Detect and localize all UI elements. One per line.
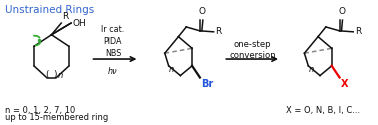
Text: up to 15-membered ring: up to 15-membered ring (5, 114, 108, 122)
Text: OH: OH (73, 18, 87, 28)
Text: R: R (215, 27, 222, 36)
Text: n = 0, 1, 2, 7, 10: n = 0, 1, 2, 7, 10 (5, 106, 75, 115)
Text: n: n (308, 65, 314, 74)
Text: (: ( (45, 70, 48, 79)
Text: R: R (62, 12, 68, 21)
Text: R: R (355, 27, 361, 36)
Text: X: X (341, 80, 348, 90)
Text: X = O, N, B, I, C...: X = O, N, B, I, C... (286, 106, 360, 115)
Text: n: n (169, 65, 174, 74)
Text: Ir cat.
PIDA
NBS: Ir cat. PIDA NBS (101, 25, 125, 58)
Text: n: n (57, 71, 63, 80)
Text: Br: Br (201, 80, 213, 90)
Text: O: O (338, 7, 345, 16)
Text: ): ) (53, 70, 57, 79)
Text: O: O (198, 7, 205, 16)
Text: Unstrained Rings: Unstrained Rings (5, 5, 94, 15)
Text: one-step
conversion: one-step conversion (229, 40, 276, 60)
Text: hν: hν (108, 67, 118, 76)
